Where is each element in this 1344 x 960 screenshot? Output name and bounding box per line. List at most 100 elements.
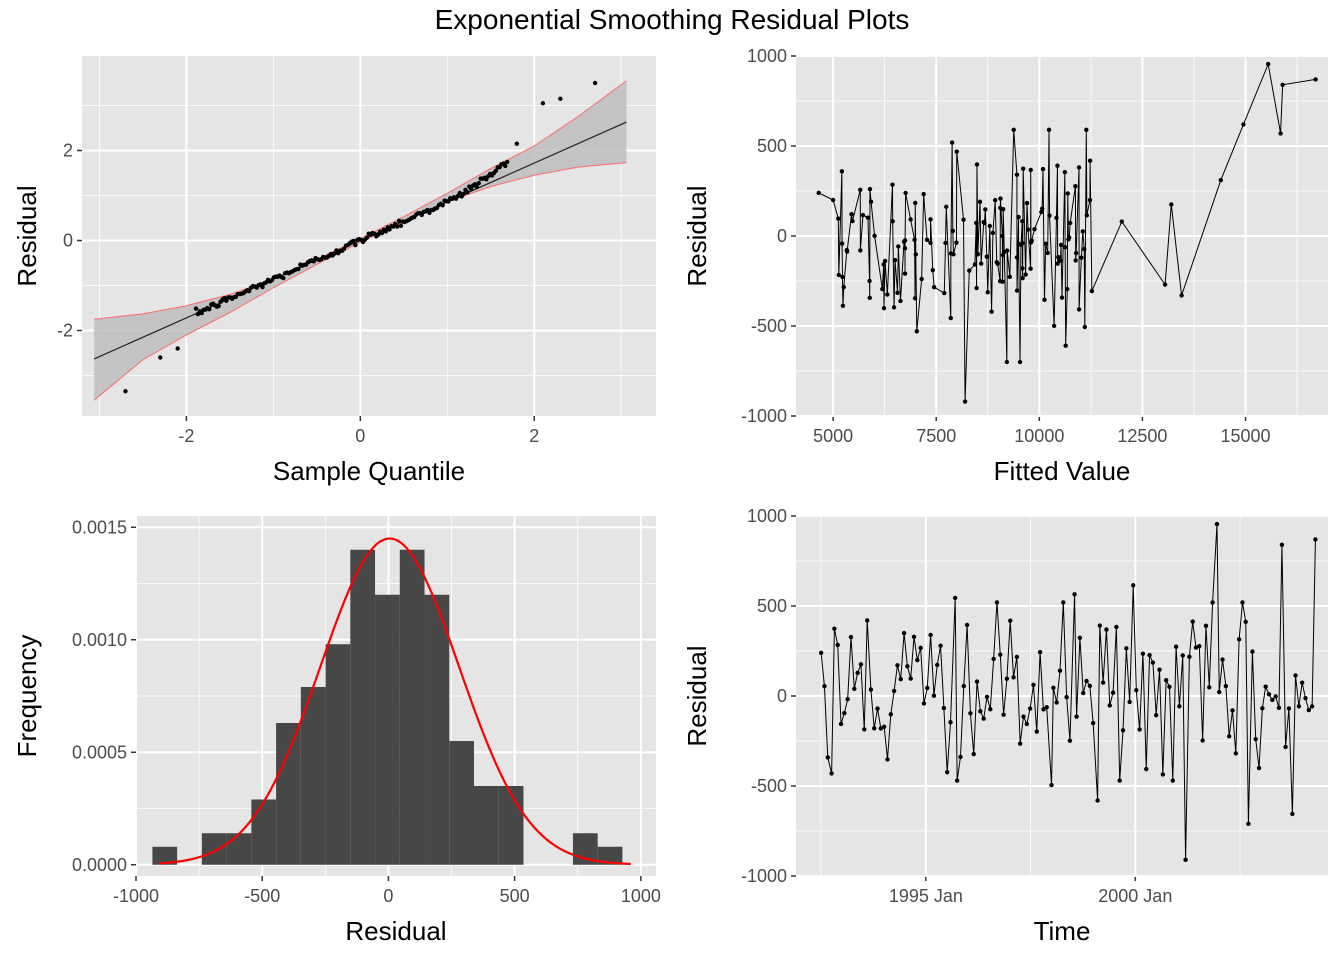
- residual-point: [1044, 705, 1049, 710]
- y-tick-label: 0.0015: [72, 517, 127, 537]
- residual-point: [891, 688, 897, 694]
- residual-point: [1040, 166, 1046, 172]
- residual-point: [1089, 288, 1095, 294]
- residual-point: [838, 721, 844, 727]
- residual-point: [1041, 707, 1046, 712]
- residual-point: [1062, 169, 1068, 175]
- residual-point: [858, 248, 863, 253]
- residual-point: [902, 238, 908, 243]
- residual-point: [1004, 359, 1010, 365]
- residual-point: [1299, 680, 1305, 685]
- residual-point: [1043, 241, 1048, 246]
- residual-point: [954, 149, 959, 154]
- residual-point: [954, 778, 960, 783]
- residual-point: [1250, 649, 1255, 654]
- residual-point: [987, 223, 992, 229]
- residual-point: [1077, 635, 1083, 641]
- residual-point: [919, 276, 924, 282]
- residual-point: [1124, 646, 1129, 651]
- qq-point: [383, 229, 388, 234]
- residual-point: [951, 252, 956, 257]
- residual-point: [1024, 200, 1030, 206]
- residual-point: [995, 261, 1000, 266]
- x-axis-title: Time: [1034, 916, 1091, 946]
- residual-point: [1023, 272, 1028, 277]
- residual-point: [1177, 704, 1182, 709]
- residual-point: [1008, 618, 1013, 623]
- residual-point: [962, 399, 968, 404]
- residual-point: [1279, 542, 1285, 547]
- qq-point: [446, 199, 451, 204]
- y-tick-label: -500: [751, 776, 787, 796]
- residual-point: [1193, 645, 1199, 650]
- y-tick-label: 0.0000: [72, 855, 127, 875]
- residual-point: [1169, 202, 1174, 207]
- residual-point: [1100, 680, 1106, 685]
- residual-point: [1067, 738, 1073, 743]
- residual-point: [1226, 734, 1232, 739]
- qq-point: [493, 168, 499, 174]
- qq-point: [207, 306, 212, 312]
- x-tick-label: -1000: [113, 886, 159, 906]
- residual-point: [1246, 821, 1251, 826]
- residual-point: [1074, 714, 1079, 719]
- residual-point: [825, 755, 830, 760]
- x-tick-label: 500: [500, 886, 530, 906]
- residual-point: [1000, 233, 1005, 239]
- x-tick-label: -2: [178, 426, 194, 446]
- residual-point: [844, 249, 850, 254]
- y-tick-label: 1000: [747, 46, 787, 66]
- residual-point: [908, 217, 913, 222]
- qq-point: [296, 266, 301, 272]
- residual-point: [1014, 255, 1020, 260]
- residual-point: [941, 705, 947, 711]
- residual-point: [1306, 707, 1311, 713]
- residual-point: [983, 207, 988, 212]
- residual-point: [1090, 720, 1096, 726]
- residual-point: [1179, 293, 1184, 298]
- residual-point: [836, 272, 842, 278]
- residual-point: [1065, 191, 1070, 196]
- x-tick-label: 12500: [1117, 426, 1167, 446]
- residual-point: [1214, 521, 1220, 527]
- residual-point: [1253, 736, 1258, 742]
- residual-point: [978, 261, 984, 266]
- residual-point: [1220, 657, 1225, 662]
- residual-point: [841, 284, 846, 290]
- residual-point: [1117, 778, 1122, 783]
- y-tick-label: 0.0005: [72, 742, 127, 762]
- residual-point: [1278, 131, 1283, 136]
- residual-point: [840, 303, 846, 309]
- residual-point: [1004, 676, 1010, 681]
- residual-point: [991, 656, 996, 662]
- histogram-bar: [498, 786, 524, 865]
- residual-point: [1241, 122, 1246, 127]
- residual-point: [993, 197, 998, 203]
- residual-point: [1014, 288, 1020, 293]
- qq-point: [387, 227, 392, 232]
- residual-point: [1020, 276, 1025, 281]
- residual-point: [1110, 690, 1116, 695]
- residual-point: [1001, 712, 1006, 717]
- residual-point: [1273, 694, 1278, 699]
- residual-point: [868, 687, 874, 692]
- residual-point: [924, 237, 930, 243]
- residual-point: [1029, 238, 1034, 243]
- histogram-bar: [399, 549, 425, 865]
- y-axis-title: Residual: [682, 185, 712, 286]
- residual-point: [1236, 637, 1242, 642]
- residual-point: [914, 329, 919, 334]
- qq-point: [351, 238, 356, 244]
- residual-point: [972, 262, 978, 267]
- residual-point: [1095, 798, 1100, 803]
- residual-point: [868, 199, 874, 204]
- residual-point: [858, 662, 864, 667]
- qq-point: [341, 246, 347, 252]
- residual-point: [1039, 209, 1044, 215]
- qq-point: [503, 163, 508, 169]
- residual-point: [880, 286, 885, 292]
- residual-point: [1056, 254, 1061, 260]
- residual-point: [1131, 583, 1136, 588]
- histogram-bar: [449, 741, 474, 865]
- histogram-bar: [201, 833, 227, 865]
